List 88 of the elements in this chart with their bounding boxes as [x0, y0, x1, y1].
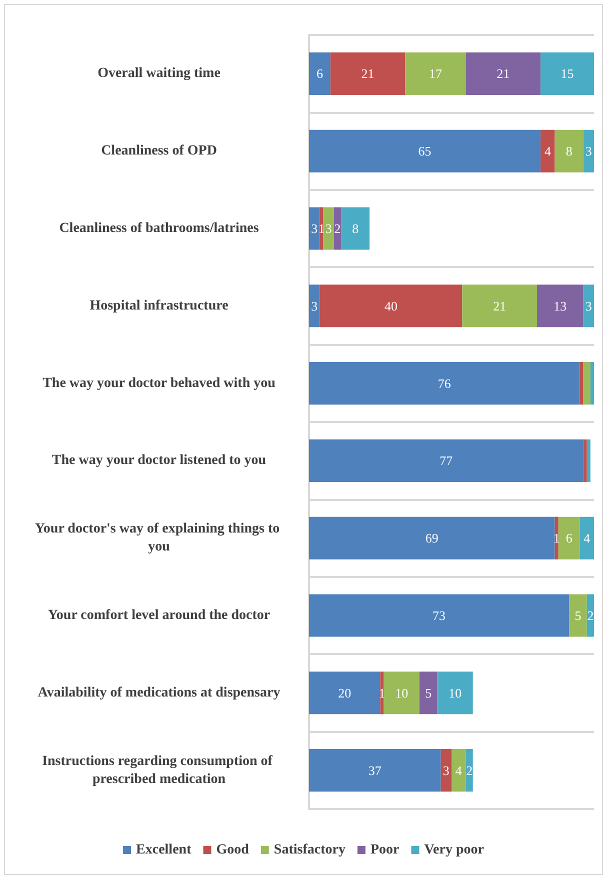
- bar: [440, 749, 452, 792]
- data-label: 2: [334, 221, 341, 236]
- bar: [586, 594, 594, 637]
- data-label: 2: [587, 608, 594, 623]
- y-tick-label: Cleanliness of bathrooms/latrines: [59, 221, 260, 236]
- bar: [309, 516, 555, 560]
- data-label: 8: [566, 144, 572, 159]
- bar: [466, 52, 541, 95]
- y-tick-label: Hospital infrastructure: [90, 298, 228, 314]
- data-label: 10: [395, 685, 408, 700]
- bar: [323, 207, 334, 250]
- bar: [586, 439, 590, 482]
- data-label: 77: [440, 453, 454, 468]
- y-tick-label: Your doctor's way of explaining things to you: [34, 522, 284, 555]
- data-label: 65: [418, 144, 432, 159]
- y-tick-label: Instructions regarding consumption of prescribed medication: [42, 754, 276, 787]
- data-label: 3: [442, 762, 450, 778]
- y-tick-label: The way your doctor behaved with you: [42, 376, 276, 391]
- legend-label: Satisfactory: [274, 842, 346, 858]
- data-label: 2: [466, 762, 473, 778]
- data-label: 4: [584, 530, 591, 546]
- data-label: 17: [428, 66, 442, 82]
- bar: [580, 362, 584, 405]
- data-label: 3: [311, 221, 318, 236]
- bar: [330, 52, 406, 95]
- bar: [590, 362, 594, 405]
- data-label: 10: [448, 685, 462, 700]
- legend-label: Excellent: [136, 842, 192, 858]
- bar: [309, 749, 441, 792]
- bar: [405, 52, 466, 95]
- data-label: 3: [325, 221, 332, 236]
- bar: [309, 284, 320, 328]
- bar: [462, 284, 537, 328]
- bar: [341, 207, 370, 250]
- bar: [309, 362, 580, 405]
- bar: [309, 52, 330, 95]
- bar: [580, 516, 594, 560]
- bar: [309, 207, 320, 250]
- data-label: 40: [384, 298, 398, 314]
- bar: [537, 284, 584, 328]
- legend-label: Good: [216, 842, 250, 858]
- data-label: 6: [316, 66, 324, 82]
- bar: [384, 672, 420, 714]
- bar: [309, 439, 584, 482]
- bar: [334, 207, 342, 250]
- data-label: 37: [368, 762, 382, 778]
- legend-label: Very poor: [424, 842, 484, 858]
- data-label: 21: [361, 66, 374, 82]
- bar: [540, 52, 594, 95]
- data-label: 15: [560, 66, 574, 82]
- data-label: 13: [554, 298, 567, 314]
- y-tick-label: The way your doctor listened to you: [52, 453, 266, 468]
- bar: [320, 284, 462, 328]
- bar: [583, 439, 587, 482]
- y-tick-label: Your comfort level around the doctor: [48, 608, 270, 623]
- y-tick-label: Availability of medications at dispensary: [38, 685, 280, 700]
- data-label: 20: [338, 685, 352, 700]
- data-label: 76: [438, 376, 452, 391]
- y-tick-label: Cleanliness of OPD: [101, 144, 217, 159]
- bar: [554, 130, 584, 172]
- data-label: 4: [455, 762, 462, 778]
- data-label: 21: [496, 66, 510, 82]
- bar: [309, 130, 541, 172]
- bar: [569, 594, 587, 637]
- bar: [452, 749, 466, 792]
- data-label: 8: [352, 221, 359, 236]
- data-label: 3: [585, 144, 592, 159]
- data-label: 6: [566, 530, 573, 546]
- bar: [309, 594, 570, 637]
- data-label: 69: [425, 530, 438, 546]
- bar: [309, 672, 380, 714]
- data-label: 3: [585, 298, 592, 314]
- y-tick-label: Overall waiting time: [98, 66, 220, 82]
- bar: [583, 284, 594, 328]
- bar: [583, 130, 594, 172]
- data-label: 5: [425, 685, 432, 700]
- bar: [437, 672, 473, 714]
- legend-label: Poor: [370, 842, 400, 858]
- data-label: 4: [544, 144, 552, 159]
- data-label: 21: [493, 298, 506, 314]
- bar: [583, 362, 590, 405]
- data-label: 3: [311, 298, 318, 314]
- bar: [466, 749, 473, 792]
- bar: [419, 672, 438, 714]
- bar: [558, 516, 580, 560]
- data-label: 5: [574, 608, 582, 623]
- bar: [540, 130, 555, 172]
- data-label: 73: [432, 608, 446, 623]
